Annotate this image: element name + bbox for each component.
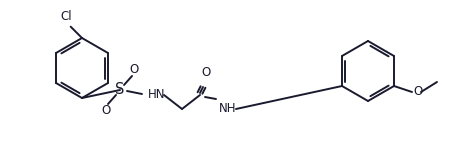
Text: O: O — [201, 66, 210, 80]
Text: HN: HN — [148, 88, 165, 102]
Text: S: S — [115, 83, 124, 98]
Text: Cl: Cl — [61, 10, 73, 23]
Text: O: O — [101, 103, 110, 117]
Text: NH: NH — [218, 102, 236, 115]
Text: O: O — [129, 63, 138, 76]
Text: O: O — [412, 85, 421, 98]
